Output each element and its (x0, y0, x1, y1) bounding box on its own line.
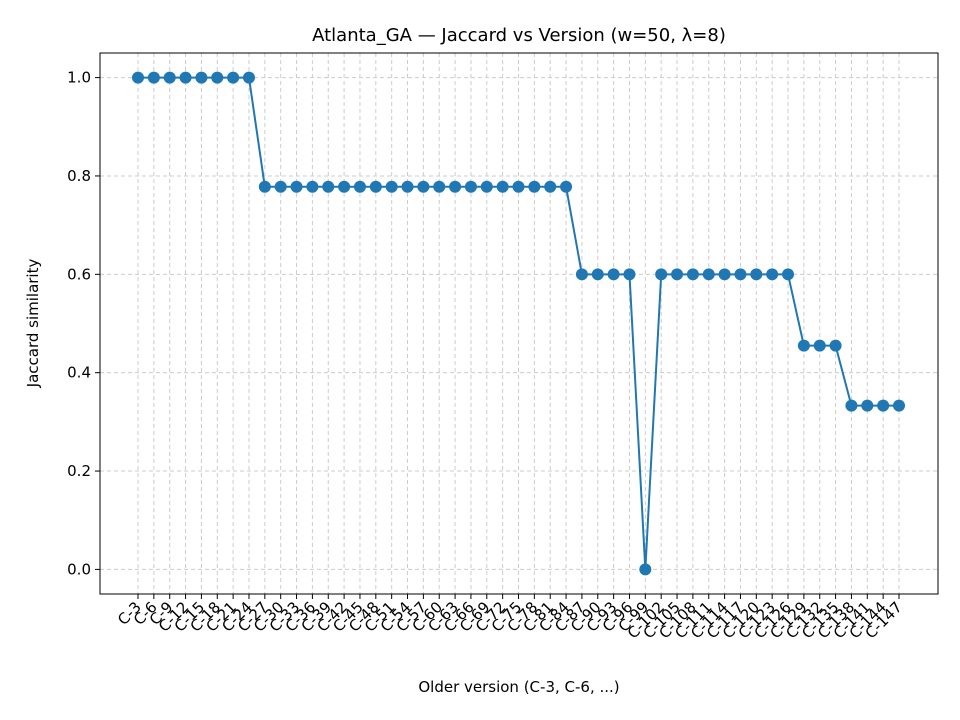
marker (702, 268, 715, 281)
marker (829, 339, 842, 352)
y-tick-label: 1.0 (67, 69, 91, 87)
marker (274, 180, 287, 193)
marker (179, 71, 192, 84)
marker (147, 71, 160, 84)
marker (591, 268, 604, 281)
plot-frame (99, 52, 939, 595)
marker (401, 180, 414, 193)
marker (607, 268, 620, 281)
marker (290, 180, 303, 193)
y-tick-label: 0.8 (67, 167, 91, 185)
marker (893, 399, 905, 412)
marker (322, 180, 335, 193)
marker (750, 268, 763, 281)
marker (813, 339, 826, 352)
marker (797, 339, 810, 352)
marker (734, 268, 747, 281)
marker (861, 399, 874, 412)
marker (369, 180, 382, 193)
y-tick-label: 0.2 (67, 462, 91, 480)
marker (464, 180, 477, 193)
marker (544, 180, 557, 193)
marker (449, 180, 462, 193)
marker (766, 268, 779, 281)
marker (575, 268, 588, 281)
marker (560, 180, 573, 193)
marker (417, 180, 430, 193)
marker (718, 268, 731, 281)
marker (782, 268, 795, 281)
marker (512, 180, 525, 193)
marker (639, 563, 652, 576)
marker (258, 180, 271, 193)
marker (655, 268, 668, 281)
chart-title: Atlanta_GA — Jaccard vs Version (w=50, λ… (312, 25, 726, 46)
y-axis-label: Jaccard similarity (24, 259, 42, 389)
y-tick-label: 0.4 (67, 364, 91, 382)
marker (211, 71, 224, 84)
marker (623, 268, 636, 281)
marker (353, 180, 366, 193)
y-tick-label: 0.6 (67, 265, 91, 283)
marker (480, 180, 493, 193)
marker (385, 180, 398, 193)
marker (877, 399, 890, 412)
x-axis-label: Older version (C-3, C-6, ...) (418, 678, 619, 696)
marker (242, 71, 255, 84)
marker (686, 268, 699, 281)
marker (528, 180, 541, 193)
y-tick-label: 0.0 (67, 560, 91, 578)
marker (163, 71, 176, 84)
marker (306, 180, 319, 193)
marker (227, 71, 240, 84)
marker (195, 71, 208, 84)
marker (132, 71, 144, 84)
marker (845, 399, 858, 412)
marker (496, 180, 509, 193)
marker (433, 180, 446, 193)
marker (338, 180, 351, 193)
marker (671, 268, 684, 281)
